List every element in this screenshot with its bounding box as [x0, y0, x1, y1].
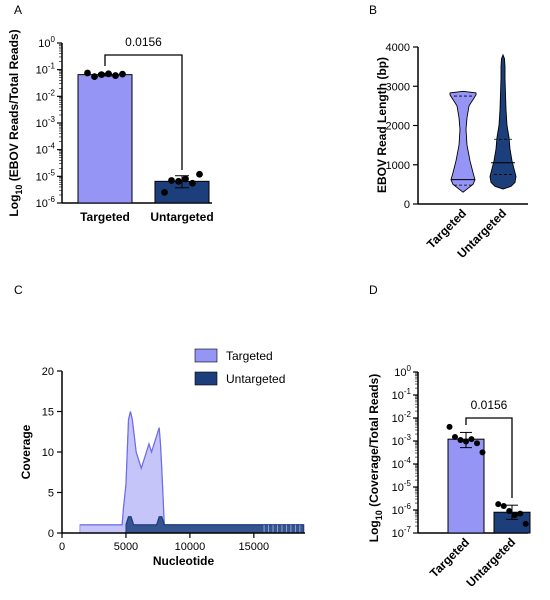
data-point: [112, 72, 119, 79]
panel-d-y-tick-label: 10-2: [392, 410, 412, 425]
legend-swatch-targeted: [194, 348, 218, 363]
panel-a-category-label: Targeted: [80, 210, 130, 224]
data-point: [161, 188, 168, 196]
data-point: [517, 510, 524, 517]
panel-c-x-tick-label: 15000: [239, 541, 270, 553]
data-point: [468, 436, 475, 443]
panel-a-y-tick-label: 10-3: [36, 115, 56, 130]
panel-c-x-tick-label: 10000: [175, 541, 206, 553]
panel-c-y-tick-label: 0: [48, 528, 54, 540]
data-point: [474, 440, 480, 447]
data-point: [182, 175, 189, 183]
coverage-area-targeted: [79, 411, 305, 534]
data-point: [91, 73, 98, 80]
data-point: [105, 70, 112, 78]
panel-b-y-tick-label: 2000: [386, 121, 410, 133]
panel-a-y-tick-label: 100: [38, 35, 55, 50]
panel-a-y-axis-label: Log10 (EBOV Reads/Total Reads): [7, 29, 24, 216]
legend-label-targeted: Targeted: [226, 349, 273, 363]
data-point: [446, 423, 453, 430]
panel-b-y-tick-label: 0: [404, 199, 410, 211]
significance-bracket: [104, 54, 183, 170]
panel-a-y-tick-label: 10-6: [36, 195, 56, 210]
data-point: [168, 177, 175, 184]
panel-d-y-tick-label: 10-7: [392, 525, 412, 540]
panel-d-y-tick-label: 10-3: [392, 433, 412, 448]
data-point: [522, 520, 529, 527]
legend-swatch-untargeted: [194, 371, 218, 386]
panel-b-y-tick-label: 1000: [386, 160, 410, 172]
panel-a-p-value: 0.0156: [125, 35, 162, 49]
data-point: [452, 433, 458, 440]
significance-bracket: [465, 417, 513, 498]
panel-d-y-tick-label: 10-1: [392, 387, 412, 402]
panel-b-y-tick-label: 4000: [386, 42, 410, 54]
data-point: [500, 502, 507, 509]
panel-c-x-axis-label: Nucleotide: [153, 554, 215, 568]
panel-c-y-axis-label: Coverage: [19, 424, 33, 479]
data-point: [463, 438, 469, 445]
data-point: [84, 69, 91, 77]
panel-a-label: A: [14, 3, 22, 17]
panel-a-y-tick-label: 10-1: [36, 62, 56, 77]
coverage-line-targeted: [79, 411, 304, 526]
data-point: [189, 179, 196, 187]
data-point: [175, 177, 182, 185]
violin-untargeted: [489, 53, 517, 190]
panel-c-y-tick-label: 10: [42, 447, 54, 459]
panel-a-y-tick-label: 10-2: [36, 88, 56, 103]
bar-targeted: [77, 74, 133, 204]
panel-a-y-tick-label: 10-5: [36, 168, 56, 183]
panel-c-label: C: [14, 283, 23, 297]
data-point: [495, 501, 502, 508]
panel-a-category-label: Untargeted: [150, 210, 213, 224]
panel-b-y-axis-label: EBOV Read Length (bp): [375, 57, 389, 193]
panel-d-p-value: 0.0156: [471, 398, 508, 412]
data-point: [119, 70, 126, 78]
panel-d-category-label: Targeted: [427, 535, 472, 580]
panel-d-y-axis-label: Log10 (Coverage/Total Reads): [367, 374, 384, 543]
data-point: [511, 512, 518, 519]
legend-label-untargeted: Untargeted: [226, 372, 285, 386]
panel-d-y-tick-label: 10-6: [392, 502, 412, 517]
panel-b-label: B: [369, 3, 377, 17]
panel-d-y-tick-label: 10-5: [392, 479, 412, 494]
panel-c-y-tick-label: 15: [42, 407, 54, 419]
panel-d-label: D: [369, 283, 378, 297]
panel-c-y-tick-label: 5: [48, 488, 54, 500]
bar-targeted: [447, 438, 485, 534]
violin-targeted: [449, 90, 477, 193]
data-point: [457, 437, 464, 444]
data-point: [196, 170, 203, 178]
data-point: [479, 449, 486, 456]
panel-b-y-tick-label: 3000: [386, 81, 410, 93]
panel-d-category-label: Untargeted: [463, 535, 518, 590]
data-point: [506, 508, 513, 515]
panel-d-y-tick-label: 10-4: [392, 456, 412, 471]
coverage-line-untargeted: [125, 516, 304, 526]
data-point: [98, 71, 105, 79]
panel-c-y-tick-label: 20: [42, 366, 54, 378]
panel-d-y-tick-label: 100: [394, 364, 411, 379]
panel-a-y-tick-label: 10-4: [36, 142, 56, 157]
panel-c-x-tick-label: 5000: [114, 541, 138, 553]
panel-c-x-tick-label: 0: [59, 541, 65, 553]
